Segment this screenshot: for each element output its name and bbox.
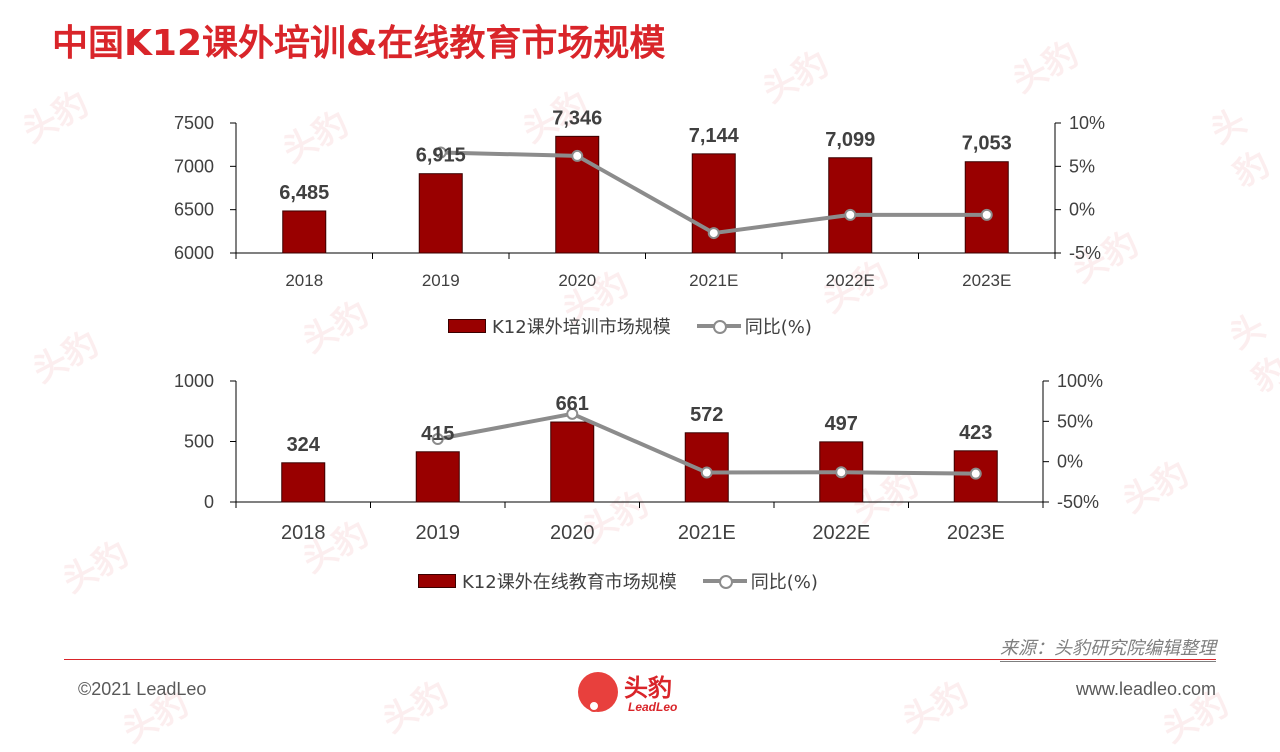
y2-tick-label: -50%: [1057, 492, 1099, 512]
legend-line-swatch: [702, 574, 747, 589]
bar-data-label: 423: [959, 422, 992, 444]
chart-k12-offline: 6000 6500 7000 7500 -5% 0% 5% 10% 2018 2019 2020 20…: [174, 107, 1105, 290]
yoy-point: [969, 467, 982, 480]
copyright-text: ©2021 LeadLeo: [78, 679, 207, 699]
logo-en: LeadLeo: [628, 700, 678, 714]
y2-tick-label: 0%: [1069, 200, 1095, 220]
yoy-point: [434, 146, 447, 159]
website-link[interactable]: www.leadleo.com: [1075, 679, 1216, 699]
yoy-point: [980, 208, 993, 221]
logo-cn: 头豹: [624, 674, 672, 702]
legend-bar-label: K12课外培训市场规模: [492, 317, 671, 338]
x-tick-label: 2022E: [826, 271, 875, 290]
bar: [415, 451, 460, 503]
legend-chart2: K12课外在线教育市场规模 同比(%): [418, 568, 818, 594]
y2-tick-label: 0%: [1057, 452, 1083, 472]
x-tick-label: 2023E: [962, 271, 1011, 290]
y2-tick-label: 5%: [1069, 156, 1095, 176]
chart-k12-online: 0 500 1000 -50% 0% 50% 100% 2018 2019 2020 2021E 20…: [174, 371, 1103, 544]
x-tick-label: 2019: [416, 522, 461, 544]
bar-data-label: 7,346: [552, 107, 602, 129]
bar: [828, 157, 873, 254]
y2-tick-label: 100%: [1057, 371, 1103, 391]
bar: [418, 173, 463, 254]
yoy-point: [431, 432, 444, 445]
bar: [281, 462, 326, 503]
legend-bar-swatch: [448, 319, 486, 333]
bar-data-label: 6,485: [279, 182, 329, 204]
x-tick-label: 2020: [558, 271, 596, 290]
bar-data-label: 415: [421, 423, 454, 445]
bar-data-label: 7,099: [825, 129, 875, 151]
bar-data-label: 572: [690, 404, 723, 426]
y-tick-label: 6500: [174, 200, 214, 220]
legend-line-swatch: [696, 319, 741, 334]
bar-data-label: 7,144: [689, 125, 740, 147]
x-tick-label: 2023E: [947, 522, 1005, 544]
x-tick-label: 2018: [285, 271, 323, 290]
yoy-point: [835, 466, 848, 479]
x-tick-label: 2021E: [689, 271, 738, 290]
footer-divider: [64, 659, 1216, 660]
leopard-icon: [578, 672, 618, 712]
y2-tick-label: 50%: [1057, 411, 1093, 431]
bar-data-label: 7,053: [962, 133, 1012, 155]
legend-bar-label: K12课外在线教育市场规模: [462, 572, 677, 593]
source-note: 来源：头豹研究院编辑整理: [1000, 634, 1216, 662]
y-tick-label: 7000: [174, 156, 214, 176]
x-tick-label: 2022E: [812, 522, 870, 544]
y2-tick-label: 10%: [1069, 113, 1105, 133]
leadleo-logo: 头豹 LeadLeo: [578, 668, 708, 718]
legend-chart1: K12课外培训市场规模 同比(%): [448, 313, 812, 339]
yoy-point: [844, 208, 857, 221]
bar: [282, 210, 327, 254]
legend-line-label: 同比(%): [744, 317, 812, 338]
x-tick-label: 2018: [281, 522, 326, 544]
bar-data-label: 661: [556, 393, 589, 415]
bar: [964, 161, 1009, 254]
x-tick-label: 2021E: [678, 522, 736, 544]
legend-line-label: 同比(%): [750, 572, 818, 593]
x-tick-label: 2020: [550, 522, 595, 544]
yoy-point: [700, 466, 713, 479]
y-tick-label: 0: [204, 492, 214, 512]
y2-tick-label: -5%: [1069, 243, 1101, 263]
yoy-point: [707, 227, 720, 240]
bar-data-label: 6,915: [416, 145, 466, 167]
y-tick-label: 500: [184, 432, 214, 452]
y-tick-label: 1000: [174, 371, 214, 391]
bar: [550, 421, 595, 503]
bar-data-label: 324: [287, 434, 321, 456]
yoy-point: [571, 149, 584, 162]
x-tick-label: 2019: [422, 271, 460, 290]
yoy-point: [566, 407, 579, 420]
page-title: 中国K12课外培训&在线教育市场规模: [52, 23, 666, 64]
y-tick-label: 6000: [174, 243, 214, 263]
bar-data-label: 497: [825, 413, 858, 435]
legend-bar-swatch: [418, 574, 456, 588]
y-tick-label: 7500: [174, 113, 214, 133]
